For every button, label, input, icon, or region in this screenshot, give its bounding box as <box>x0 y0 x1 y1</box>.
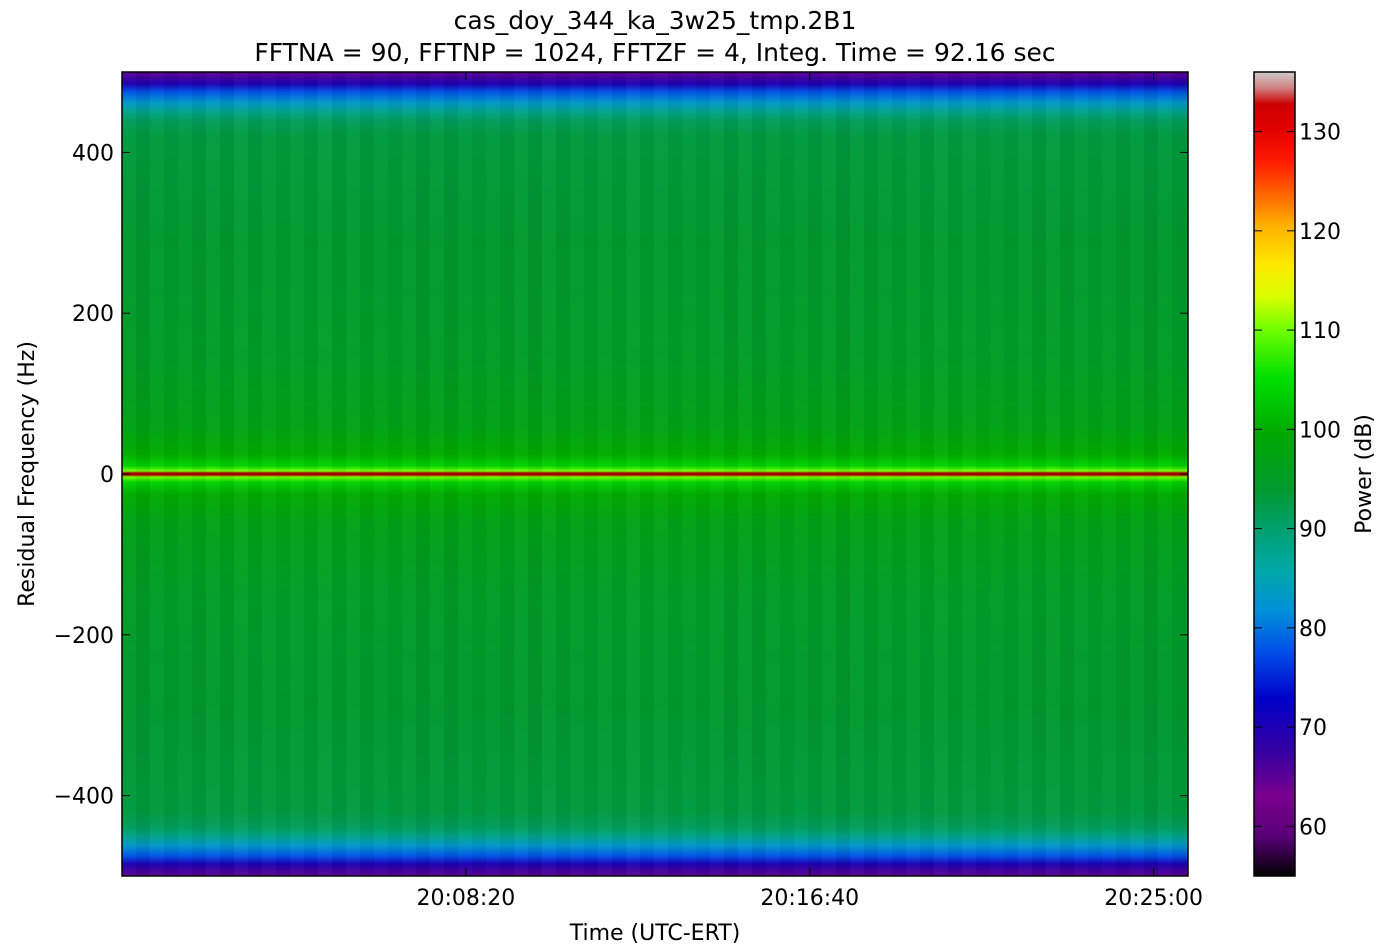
colorbar-tick-label: 90 <box>1299 518 1327 543</box>
y-tick-label: −400 <box>54 785 114 810</box>
colorbar-tick-label: 130 <box>1299 121 1341 146</box>
y-axis-label: Residual Frequency (Hz) <box>15 341 40 607</box>
colorbar-ticks: 130 120 110 100 90 80 70 60 <box>1254 121 1341 840</box>
x-tick-label: 20:16:40 <box>760 886 859 911</box>
chart-subtitle: FFTNA = 90, FFTNP = 1024, FFTZF = 4, Int… <box>254 38 1055 67</box>
colorbar-tick-label: 70 <box>1299 716 1327 741</box>
colorbar-tick-label: 110 <box>1299 319 1341 344</box>
chart-title: cas_doy_344_ka_3w25_tmp.2B1 <box>454 6 857 35</box>
y-axis-ticks: 400 200 0 −200 −400 <box>54 141 1188 810</box>
colorbar-tick-label: 100 <box>1299 418 1341 443</box>
colorbar-label: Power (dB) <box>1352 414 1377 534</box>
y-tick-label: 0 <box>100 463 114 488</box>
x-axis-label: Time (UTC-ERT) <box>569 921 741 945</box>
colorbar-tick-label: 120 <box>1299 220 1341 245</box>
y-tick-label: −200 <box>54 624 114 649</box>
colorbar <box>1253 71 1296 877</box>
x-tick-label: 20:25:00 <box>1104 886 1203 911</box>
y-tick-label: 200 <box>72 302 114 327</box>
y-tick-label: 400 <box>72 141 114 166</box>
x-tick-label: 20:08:20 <box>416 886 515 911</box>
x-axis-ticks: 20:08:20 20:16:40 20:25:00 <box>416 72 1203 911</box>
colorbar-tick-label: 60 <box>1299 815 1327 840</box>
colorbar-tick-label: 80 <box>1299 617 1327 642</box>
